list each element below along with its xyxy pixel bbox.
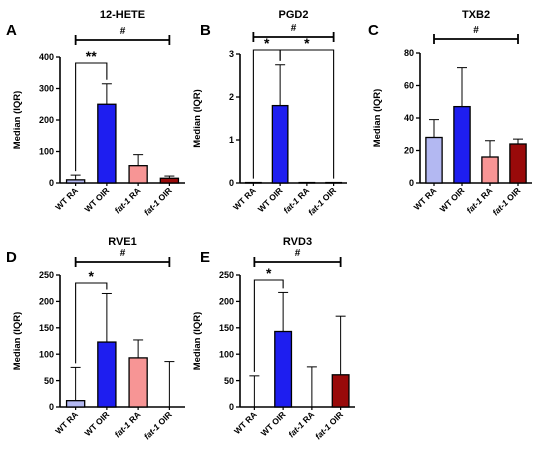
significance-marker: ** [86,48,97,64]
significance-hash: # [473,25,479,36]
significance-hash: # [120,248,126,259]
bar-2 [274,330,293,408]
bar-4 [159,177,180,184]
y-tick-label: 250 [219,270,234,280]
panel-title: 12-HETE [100,9,145,21]
bar-1 [65,179,86,184]
y-tick-label: 80 [404,48,414,58]
bar-2 [97,103,117,184]
bar-2 [97,341,117,408]
significance-bracket [75,282,108,364]
bar-3 [128,165,148,184]
y-tick-label: 1 [229,135,234,145]
chart-panel-e: E RVD3 Median (IQR) 0 50 100 150 200 250 WT RA WT … [192,236,355,441]
panel-letter: E [200,249,210,266]
y-tick-label: 300 [39,84,54,94]
x-tick-label: fat-1 OIR [313,409,345,441]
significance-bracket [75,62,108,172]
significance-marker: * [89,268,95,284]
x-tick-label: WT RA [53,185,80,212]
y-tick-label: 0 [49,402,54,412]
y-tick-label: 50 [44,376,54,386]
y-tick-label: 2 [229,92,234,102]
bar-4 [331,374,350,408]
y-tick-label: 100 [219,349,234,359]
significance-hash: # [120,26,126,37]
x-tick-label: WT OIR [256,185,285,214]
y-tick-label: 200 [39,297,54,307]
y-tick-label: 60 [404,81,414,91]
significance-hash: # [291,23,297,34]
x-tick-label: WT OIR [83,185,112,214]
y-axis-label: Median (IQR) [12,312,23,371]
y-tick-label: 400 [39,52,54,62]
y-tick-label: 20 [404,146,414,156]
bar-2 [453,105,471,184]
x-tick-label: WT RA [231,185,258,212]
panel-title: TXB2 [462,9,490,21]
y-tick-label: 3 [229,49,234,59]
panel-title: PGD2 [279,9,309,21]
x-tick-label: fat-1 RA [112,185,142,215]
x-tick-label: WT OIR [259,409,288,438]
x-tick-label: fat-1 OIR [142,409,174,441]
panel-letter: B [200,22,211,39]
y-tick-label: 200 [219,297,234,307]
x-tick-label: fat-1 RA [286,409,316,439]
x-tick-label: WT RA [412,185,439,212]
bar-3 [128,357,148,408]
panel-letter: D [6,249,17,266]
y-tick-label: 100 [39,349,54,359]
y-tick-label: 50 [224,376,234,386]
significance-marker: * [304,35,310,51]
bar-4 [509,143,527,184]
x-tick-label: WT OIR [83,409,112,438]
y-tick-label: 150 [219,323,234,333]
chart-panel-a: A 12-HETE Median (IQR) 0 100 200 300 400 WT RA WT… [6,9,185,217]
x-tick-label: WT OIR [438,185,467,214]
significance-bracket [279,49,335,179]
y-tick-label: 0 [229,178,234,188]
x-tick-label: fat-1 RA [112,409,142,439]
y-tick-label: 200 [39,115,54,125]
y-tick-label: 0 [409,178,414,188]
x-tick-label: WT RA [232,409,259,436]
y-tick-label: 100 [39,147,54,157]
bar-1 [65,400,86,408]
y-axis-label: Median (IQR) [192,312,203,371]
x-tick-label: WT RA [53,409,80,436]
panel-letter: C [368,22,379,39]
significance-marker: * [266,265,272,281]
x-tick-label: fat-1 OIR [490,185,522,217]
y-axis-label: Median (IQR) [192,89,203,148]
y-tick-label: 150 [39,323,54,333]
y-tick-label: 250 [39,270,54,280]
bar-3 [481,156,499,184]
significance-hash: # [295,248,301,259]
panel-title: RVE1 [108,236,137,248]
bar-2 [271,104,289,184]
chart-panel-c: C TXB2 Median (IQR) 0 20 40 60 80 WT RA WT OIR fat… [368,9,532,217]
panel-title: RVD3 [283,236,312,248]
y-tick-label: 0 [229,402,234,412]
panel-letter: A [6,22,17,39]
x-tick-label: fat-1 OIR [306,185,338,217]
x-tick-label: fat-1 OIR [142,185,174,217]
significance-marker: * [264,35,270,51]
y-axis-label: Median (IQR) [12,91,23,150]
significance-bracket [253,279,284,372]
y-tick-label: 0 [49,178,54,188]
y-tick-label: 40 [404,113,414,123]
bar-1 [425,136,443,184]
y-axis-label: Median (IQR) [372,89,383,148]
chart-panel-d: D RVE1 Median (IQR) 0 50 100 150 200 250 WT RA WT … [6,236,185,441]
